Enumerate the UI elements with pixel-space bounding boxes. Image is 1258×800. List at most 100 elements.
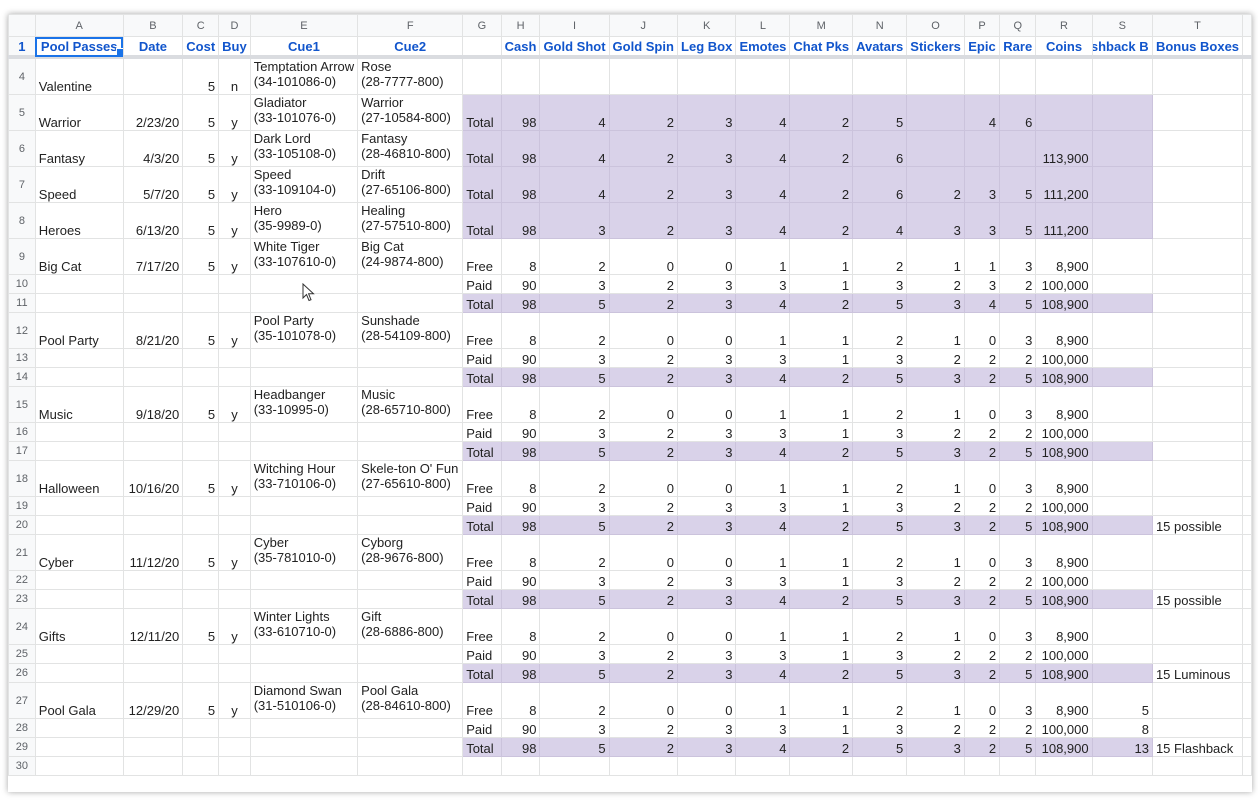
cell-q8[interactable]: 5: [999, 202, 1037, 239]
cell-b27[interactable]: 12/29/20: [122, 682, 184, 719]
cell-q19[interactable]: 2: [999, 496, 1037, 516]
cell-a8[interactable]: Heroes: [34, 202, 124, 239]
cell-k4[interactable]: [676, 56, 737, 95]
cell-c20[interactable]: [182, 515, 220, 535]
cell-overflow[interactable]: [1242, 348, 1252, 368]
cell-j14[interactable]: 2: [608, 367, 678, 387]
cell-s23[interactable]: [1091, 589, 1153, 609]
cell-e9[interactable]: White Tiger (33-107610-0): [249, 238, 359, 275]
cell-k15[interactable]: 0: [676, 386, 737, 423]
cell-p13[interactable]: 2: [963, 348, 1001, 368]
cell-h25[interactable]: 90: [500, 644, 541, 664]
cell-f18[interactable]: Skele-ton O' Fun (27-65610-800): [357, 460, 464, 497]
header-cell-a[interactable]: Pool Passes: [34, 36, 124, 58]
column-header-g[interactable]: G: [462, 14, 502, 37]
cell-g28[interactable]: Paid: [462, 718, 502, 738]
cell-t10[interactable]: [1151, 274, 1244, 294]
cell-s11[interactable]: [1091, 293, 1153, 313]
cell-q21[interactable]: 3: [999, 534, 1037, 571]
cell-c25[interactable]: [182, 644, 220, 664]
cell-r22[interactable]: 100,000: [1035, 570, 1093, 590]
row-header[interactable]: 19: [8, 496, 36, 516]
cell-o7[interactable]: 2: [906, 166, 965, 203]
cell-h22[interactable]: 90: [500, 570, 541, 590]
cell-t14[interactable]: [1151, 367, 1244, 387]
cell-l21[interactable]: 1: [735, 534, 791, 571]
cell-s30[interactable]: [1091, 756, 1153, 776]
cell-f24[interactable]: Gift (28-6886-800): [357, 608, 464, 645]
cell-h6[interactable]: 98: [500, 130, 541, 167]
cell-i16[interactable]: 3: [539, 422, 610, 442]
cell-l10[interactable]: 3: [735, 274, 791, 294]
cell-p27[interactable]: 0: [963, 682, 1001, 719]
cell-a12[interactable]: Pool Party: [34, 312, 124, 349]
cell-f8[interactable]: Healing (27-57510-800): [357, 202, 464, 239]
cell-f29[interactable]: [357, 737, 464, 757]
cell-h9[interactable]: 8: [500, 238, 541, 275]
row-header[interactable]: 18: [8, 460, 36, 497]
cell-b12[interactable]: 8/21/20: [122, 312, 184, 349]
cell-q14[interactable]: 5: [999, 367, 1037, 387]
cell-m13[interactable]: 1: [789, 348, 854, 368]
cell-q16[interactable]: 2: [999, 422, 1037, 442]
cell-h15[interactable]: 8: [500, 386, 541, 423]
cell-l8[interactable]: 4: [735, 202, 791, 239]
cell-o10[interactable]: 2: [906, 274, 965, 294]
cell-s8[interactable]: [1091, 202, 1153, 239]
cell-m7[interactable]: 2: [789, 166, 854, 203]
cell-m4[interactable]: [789, 56, 854, 95]
cell-e21[interactable]: Cyber (35-781010-0): [249, 534, 359, 571]
cell-r14[interactable]: 108,900: [1035, 367, 1093, 387]
header-cell-r[interactable]: Coins: [1035, 36, 1093, 58]
cell-d5[interactable]: y: [218, 94, 251, 131]
cell-a7[interactable]: Speed: [34, 166, 124, 203]
cell-i21[interactable]: 2: [539, 534, 610, 571]
cell-l9[interactable]: 1: [735, 238, 791, 275]
cell-o28[interactable]: 2: [906, 718, 965, 738]
cell-a5[interactable]: Warrior: [34, 94, 124, 131]
cell-a14[interactable]: [34, 367, 124, 387]
cell-h28[interactable]: 90: [500, 718, 541, 738]
cell-i8[interactable]: 3: [539, 202, 610, 239]
cell-g25[interactable]: Paid: [462, 644, 502, 664]
cell-h21[interactable]: 8: [500, 534, 541, 571]
row-header[interactable]: 15: [8, 386, 36, 423]
cell-q23[interactable]: 5: [999, 589, 1037, 609]
cell-n12[interactable]: 2: [852, 312, 908, 349]
cell-d18[interactable]: y: [218, 460, 251, 497]
cell-o16[interactable]: 2: [906, 422, 965, 442]
cell-h24[interactable]: 8: [500, 608, 541, 645]
cell-c26[interactable]: [182, 663, 220, 683]
cell-f20[interactable]: [357, 515, 464, 535]
cell-d6[interactable]: y: [218, 130, 251, 167]
cell-l7[interactable]: 4: [735, 166, 791, 203]
cell-e29[interactable]: [249, 737, 359, 757]
cell-j23[interactable]: 2: [608, 589, 678, 609]
cell-k14[interactable]: 3: [676, 367, 737, 387]
select-all-corner[interactable]: [8, 14, 36, 37]
cell-q26[interactable]: 5: [999, 663, 1037, 683]
cell-h26[interactable]: 98: [500, 663, 541, 683]
cell-i28[interactable]: 3: [539, 718, 610, 738]
cell-r11[interactable]: 108,900: [1035, 293, 1093, 313]
cell-j21[interactable]: 0: [608, 534, 678, 571]
cell-q24[interactable]: 3: [999, 608, 1037, 645]
cell-c10[interactable]: [182, 274, 220, 294]
cell-t22[interactable]: [1151, 570, 1244, 590]
column-header-overflow[interactable]: [1242, 14, 1252, 37]
cell-n5[interactable]: 5: [852, 94, 908, 131]
cell-a17[interactable]: [34, 441, 124, 461]
cell-p30[interactable]: [963, 756, 1001, 776]
cell-e25[interactable]: [249, 644, 359, 664]
header-cell-k[interactable]: Leg Box: [676, 36, 737, 58]
cell-d17[interactable]: [218, 441, 251, 461]
cell-b4[interactable]: [122, 56, 184, 95]
cell-l5[interactable]: 4: [735, 94, 791, 131]
cell-q7[interactable]: 5: [999, 166, 1037, 203]
cell-j13[interactable]: 2: [608, 348, 678, 368]
cell-o8[interactable]: 3: [906, 202, 965, 239]
cell-e11[interactable]: [249, 293, 359, 313]
row-header[interactable]: 5: [8, 94, 36, 131]
cell-overflow[interactable]: [1242, 94, 1252, 131]
cell-i12[interactable]: 2: [539, 312, 610, 349]
